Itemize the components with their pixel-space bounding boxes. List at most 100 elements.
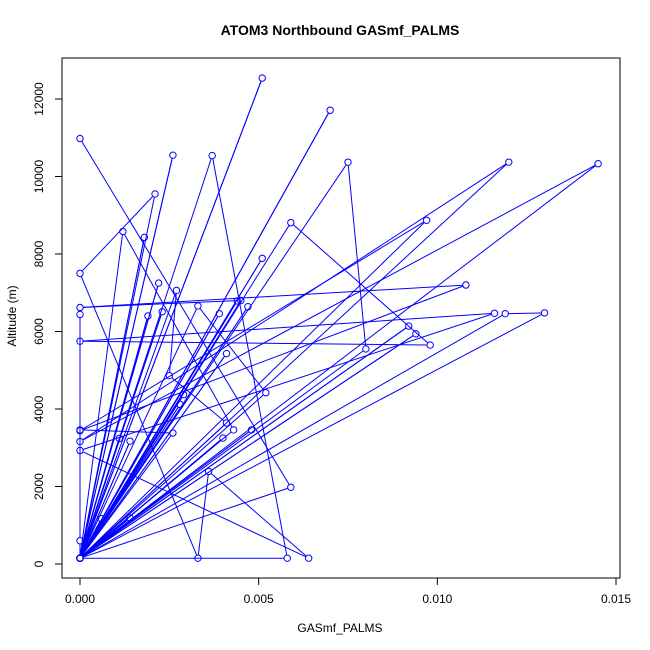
series-segment <box>169 293 177 373</box>
y-tick-label: 8000 <box>32 240 46 267</box>
data-point <box>362 345 370 353</box>
series-segment <box>83 313 492 450</box>
data-point <box>76 446 84 455</box>
series-segment <box>81 309 247 556</box>
data-point <box>172 286 181 295</box>
series-segment <box>82 196 154 272</box>
data-point <box>426 341 434 349</box>
data-point <box>126 514 134 522</box>
data-point <box>405 322 413 330</box>
data-point <box>258 254 266 262</box>
data-point <box>505 158 513 166</box>
series-segment <box>81 521 101 556</box>
series-segment <box>81 141 290 485</box>
y-axis-label: Altitude (m) <box>5 285 19 346</box>
x-tick-label: 0.015 <box>601 592 631 606</box>
data-point <box>165 371 174 380</box>
series-segment <box>82 451 306 558</box>
data-point <box>237 296 245 305</box>
data-point <box>412 330 420 338</box>
series-segment <box>83 487 288 558</box>
x-axis-label: GASmf_PALMS <box>297 621 382 635</box>
x-axis: 0.000 0.005 0.010 0.015 <box>65 577 631 606</box>
series-segment <box>81 356 225 556</box>
series-segment <box>171 377 225 422</box>
data-point <box>140 233 149 242</box>
series-segment <box>80 293 176 556</box>
series-segment <box>83 285 463 430</box>
series-segment <box>124 234 233 428</box>
data-point <box>422 216 431 224</box>
y-tick-label: 10000 <box>32 159 46 193</box>
series-segment <box>83 340 427 346</box>
x-tick-label: 0.010 <box>422 592 452 606</box>
data-point <box>76 269 84 278</box>
data-point <box>158 308 166 316</box>
data-point <box>176 400 184 409</box>
data-series <box>76 74 602 562</box>
series-segment <box>80 319 148 555</box>
data-point <box>204 467 213 476</box>
series-segment <box>293 224 428 344</box>
data-point <box>76 337 84 345</box>
chart-title: ATOM3 Northbound GASmf_PALMS <box>221 22 460 38</box>
series-segment <box>81 303 236 556</box>
data-point <box>115 434 124 443</box>
x-tick-label: 0.000 <box>65 592 95 606</box>
data-point <box>244 303 252 311</box>
data-point <box>179 390 188 399</box>
series-segment <box>82 165 596 557</box>
data-point <box>215 309 224 318</box>
data-point <box>219 434 227 442</box>
series-segment <box>80 276 198 556</box>
data-point <box>76 437 84 446</box>
series-segment <box>81 407 179 556</box>
series-segment <box>347 165 367 346</box>
data-point <box>169 151 177 159</box>
series-segment <box>82 314 542 557</box>
series-segment <box>81 113 329 556</box>
series-segment <box>82 424 225 557</box>
series-segment <box>212 158 288 555</box>
y-tick-label: 0 <box>32 560 46 567</box>
series-segment <box>83 313 492 342</box>
data-point <box>233 297 241 305</box>
series-segment <box>82 439 221 557</box>
series-segment <box>80 441 119 556</box>
data-point <box>154 279 163 287</box>
data-point <box>501 309 509 318</box>
data-point <box>76 303 84 312</box>
data-point <box>194 302 202 310</box>
data-point <box>229 426 238 434</box>
y-axis: 0 2000 4000 6000 8000 10000 12000 <box>32 82 63 567</box>
data-point <box>490 309 499 317</box>
series-segment <box>79 234 123 555</box>
series-segment <box>80 158 173 555</box>
data-point <box>540 309 549 317</box>
data-point <box>76 134 84 143</box>
data-point <box>222 349 231 358</box>
data-point <box>119 227 127 236</box>
series-segment <box>83 284 463 308</box>
data-point <box>97 514 106 523</box>
data-point <box>169 429 177 437</box>
data-point <box>222 419 231 427</box>
data-point <box>194 554 202 562</box>
data-point <box>76 310 84 319</box>
data-point <box>594 160 602 168</box>
data-point <box>344 158 352 166</box>
series-segment <box>81 316 219 556</box>
series-segment <box>83 300 238 308</box>
data-point <box>262 389 270 397</box>
y-tick-label: 2000 <box>32 473 46 500</box>
series-segment <box>199 308 265 391</box>
data-point <box>76 537 84 545</box>
series-segment <box>82 394 264 557</box>
series-segment <box>210 473 307 557</box>
x-tick-label: 0.005 <box>244 592 274 606</box>
data-point <box>287 218 295 227</box>
series-segment <box>82 164 596 441</box>
data-point <box>462 281 470 289</box>
data-point <box>151 190 159 198</box>
